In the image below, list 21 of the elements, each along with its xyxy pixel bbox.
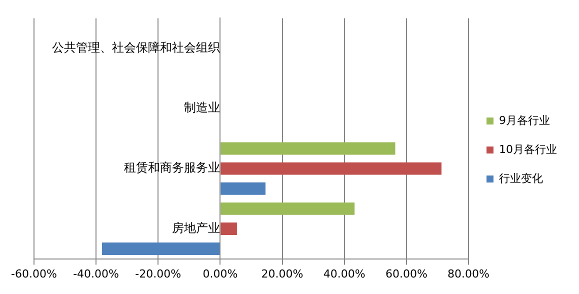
y-tick-label: 制造业 — [184, 100, 220, 115]
bar — [220, 182, 266, 195]
x-tick-label: -20.00% — [135, 267, 182, 280]
legend-label: 行业变化 — [499, 172, 544, 185]
x-tick-label: 80.00% — [448, 267, 490, 280]
bar — [220, 142, 396, 155]
x-tick-label: -60.00% — [10, 267, 57, 280]
bar — [220, 202, 355, 215]
x-tick-label: 0.00% — [202, 267, 238, 280]
bar — [220, 162, 442, 175]
x-tick-label: 20.00% — [261, 267, 304, 280]
x-tick-label: 40.00% — [323, 267, 366, 280]
y-tick-label: 房地产业 — [172, 220, 220, 235]
y-tick-label: 租赁和商务服务业 — [124, 160, 220, 175]
bar — [220, 222, 237, 235]
x-tick-label: 60.00% — [385, 267, 428, 280]
y-tick-label: 公共管理、社会保障和社会组织 — [52, 40, 220, 54]
bar — [102, 242, 220, 255]
x-tick-label: -40.00% — [73, 267, 119, 280]
legend-label: 10月各行业 — [499, 142, 558, 156]
legend-label: 9月各行业 — [499, 114, 550, 127]
